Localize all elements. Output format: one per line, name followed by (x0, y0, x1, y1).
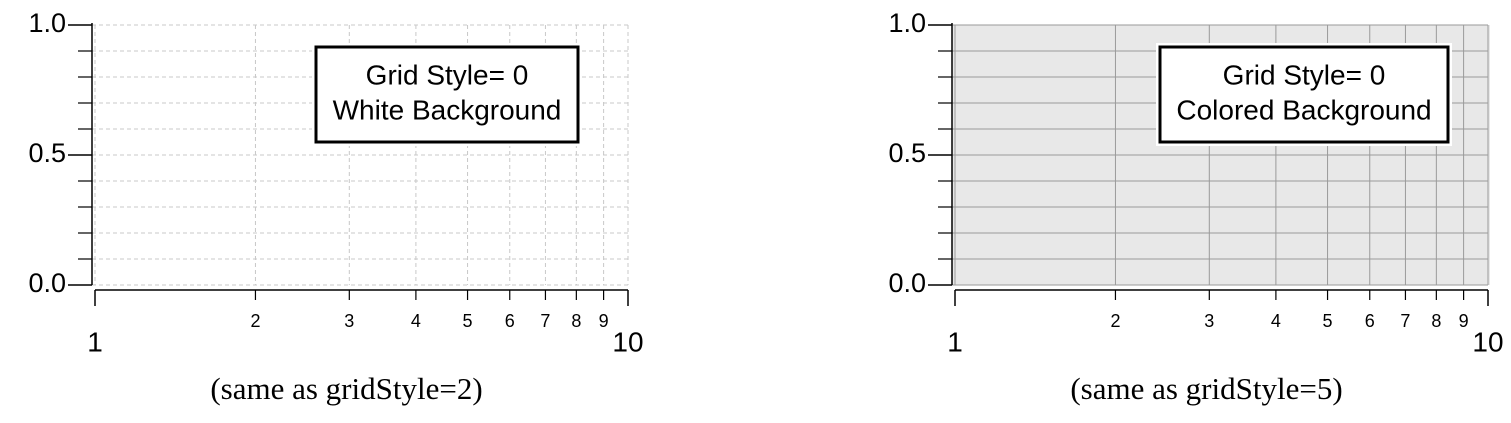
x-tick-label: 9 (599, 311, 609, 331)
y-tick-label: 0.0 (888, 268, 926, 298)
x-tick-label: 2 (1110, 311, 1120, 331)
x-tick-label: 6 (505, 311, 515, 331)
chart: 0.0 0.5 1.0 1 10 2 3 4 5 6 7 8 9 Grid Style= 0 White B… (28, 8, 643, 406)
x-tick-label: 4 (411, 311, 421, 331)
annotation-text: White Background (333, 94, 562, 125)
annotation-text: Grid Style= 0 (1223, 59, 1386, 90)
x-tick-label: 10 (612, 326, 643, 357)
x-tick-label: 9 (1459, 311, 1469, 331)
annotation-text: Grid Style= 0 (366, 59, 529, 90)
x-tick-label: 1 (87, 326, 103, 357)
y-tick-label: 1.0 (28, 8, 66, 38)
x-tick-label: 5 (463, 311, 473, 331)
x-tick-label: 3 (1204, 311, 1214, 331)
x-tick-label: 7 (540, 311, 550, 331)
caption: (same as gridStyle=2) (210, 371, 482, 406)
annotation-box (1158, 45, 1450, 144)
x-tick-label: 7 (1400, 311, 1410, 331)
y-tick-label: 1.0 (888, 8, 926, 38)
y-tick-label: 0.5 (888, 138, 926, 168)
x-tick-label: 10 (1472, 326, 1503, 357)
caption: (same as gridStyle=5) (1070, 371, 1342, 406)
annotation-box (314, 45, 580, 144)
x-tick-label: 8 (1431, 311, 1441, 331)
x-tick-label: 8 (571, 311, 581, 331)
x-tick-label: 2 (250, 311, 260, 331)
y-tick-label: 0.5 (28, 138, 66, 168)
annotation-text: Colored Background (1176, 94, 1431, 125)
x-tick-label: 6 (1365, 311, 1375, 331)
x-tick-label: 1 (947, 326, 963, 357)
x-tick-label: 3 (344, 311, 354, 331)
x-tick-label: 5 (1323, 311, 1333, 331)
y-tick-label: 0.0 (28, 268, 66, 298)
x-tick-label: 4 (1271, 311, 1281, 331)
chart: 0.0 0.5 1.0 1 10 2 3 4 5 6 7 8 9 Grid Style= 0 Colored… (888, 8, 1503, 406)
